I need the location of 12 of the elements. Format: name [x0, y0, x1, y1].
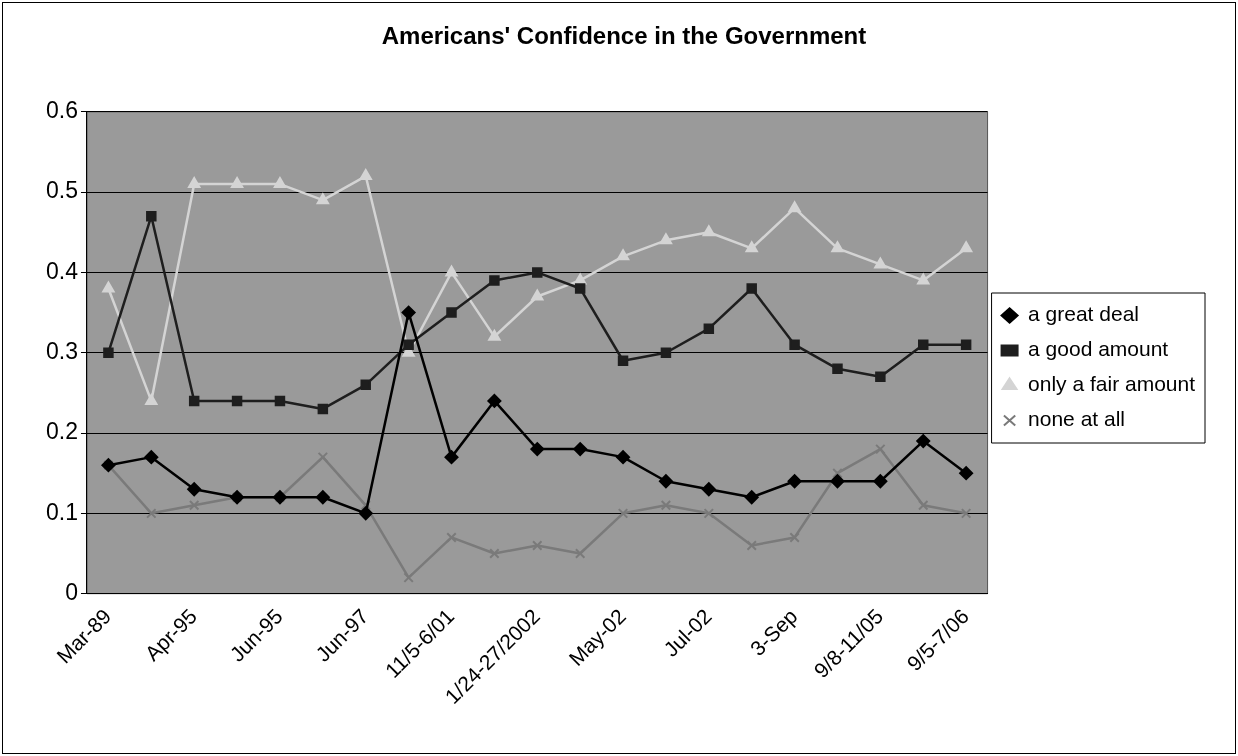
legend-label: a good amount — [1028, 337, 1169, 361]
y-tick-label: 0.5 — [45, 177, 78, 204]
y-tick-label: 0.3 — [45, 338, 78, 365]
y-tick-label: 0.1 — [45, 498, 78, 525]
y-tick-label: 0.6 — [45, 97, 78, 124]
y-tick-label: 0 — [65, 579, 78, 605]
legend-label: none at all — [1028, 407, 1125, 431]
legend-label: a great deal — [1028, 302, 1139, 326]
chart-title: Americans' Confidence in the Government — [381, 22, 867, 50]
y-tick-label: 0.2 — [45, 418, 78, 445]
legend-label: only a fair amount — [1028, 372, 1196, 396]
y-tick-label: 0.4 — [45, 257, 79, 284]
